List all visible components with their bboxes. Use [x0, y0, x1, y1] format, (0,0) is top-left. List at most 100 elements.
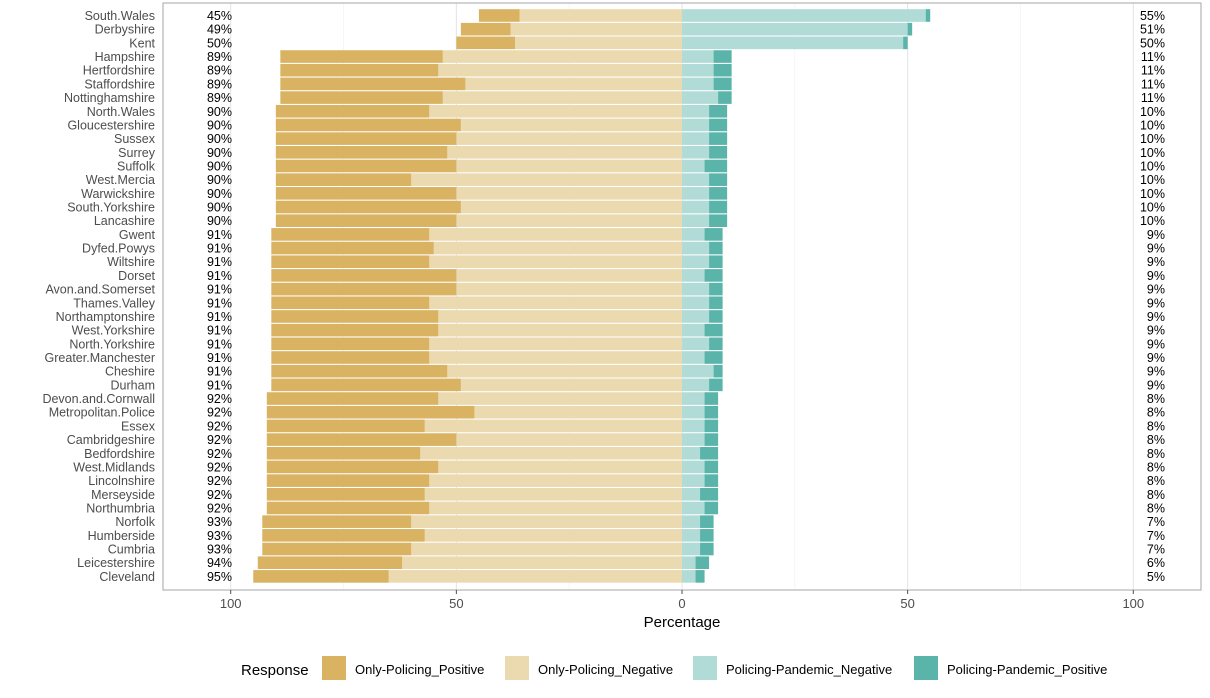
- bar-policing-pandemic-negative: [682, 570, 696, 583]
- bar-policing-pandemic-negative: [682, 241, 710, 255]
- left-percent-label: 91%: [207, 255, 232, 269]
- bar-policing-pandemic-negative: [682, 50, 714, 63]
- bar-policing-pandemic-positive: [709, 241, 723, 255]
- bar-policing-pandemic-positive: [704, 501, 719, 515]
- right-percent-label: 8%: [1147, 460, 1165, 474]
- bar-only-policing-positive: [275, 214, 457, 227]
- left-percent-label: 91%: [207, 310, 232, 324]
- right-percent-label: 10%: [1140, 214, 1165, 228]
- bar-only-policing-positive: [280, 63, 439, 77]
- right-percent-label: 10%: [1140, 146, 1165, 160]
- bar-policing-pandemic-negative: [682, 337, 710, 351]
- bar-policing-pandemic-negative: [682, 146, 710, 159]
- category-label: South.Yorkshire: [67, 201, 155, 215]
- bar-policing-pandemic-positive: [713, 50, 732, 63]
- bar-policing-pandemic-positive: [709, 214, 728, 227]
- bar-only-policing-negative: [420, 446, 682, 460]
- bar-policing-pandemic-positive: [709, 132, 728, 145]
- right-percent-label: 6%: [1147, 556, 1165, 570]
- bar-only-policing-positive: [266, 460, 439, 474]
- left-percent-label: 92%: [207, 406, 232, 420]
- bar-only-policing-negative: [438, 460, 682, 474]
- bar-policing-pandemic-positive: [704, 159, 728, 173]
- bar-policing-pandemic-negative: [682, 228, 705, 241]
- bar-only-policing-negative: [519, 9, 682, 22]
- bar-policing-pandemic-positive: [713, 77, 732, 91]
- category-label: Suffolk: [117, 159, 156, 173]
- bar-only-policing-positive: [271, 378, 461, 392]
- bar-only-policing-negative: [424, 419, 682, 433]
- left-percent-label: 50%: [207, 36, 232, 50]
- category-label: Derbyshire: [95, 23, 155, 37]
- bar-policing-pandemic-positive: [709, 187, 728, 200]
- left-percent-label: 92%: [207, 392, 232, 406]
- bar-policing-pandemic-positive: [700, 529, 714, 542]
- bar-policing-pandemic-positive: [704, 269, 723, 282]
- bar-policing-pandemic-negative: [682, 282, 710, 296]
- bar-policing-pandemic-positive: [709, 255, 723, 269]
- bar-policing-pandemic-negative: [682, 501, 705, 515]
- bar-policing-pandemic-negative: [682, 91, 719, 104]
- category-label: Northamptonshire: [56, 310, 155, 324]
- right-percent-label: 55%: [1140, 9, 1165, 23]
- bar-only-policing-positive: [271, 310, 439, 323]
- bar-policing-pandemic-positive: [709, 310, 723, 323]
- bar-only-policing-positive: [253, 570, 389, 583]
- bar-policing-pandemic-negative: [682, 515, 701, 528]
- category-label: Warwickshire: [81, 187, 155, 201]
- bar-policing-pandemic-negative: [682, 460, 705, 474]
- left-percent-label: 89%: [207, 91, 232, 105]
- x-axis-title: Percentage: [644, 614, 721, 631]
- bar-policing-pandemic-positive: [704, 228, 723, 241]
- bar-policing-pandemic-negative: [682, 118, 710, 132]
- bar-policing-pandemic-positive: [704, 433, 719, 446]
- bar-only-policing-negative: [429, 255, 682, 269]
- category-label: Cumbria: [108, 543, 155, 557]
- bar-only-policing-negative: [447, 146, 682, 159]
- right-percent-label: 11%: [1141, 91, 1165, 105]
- bar-policing-pandemic-negative: [682, 9, 926, 22]
- bar-only-policing-negative: [510, 22, 682, 36]
- right-percent-label: 8%: [1147, 488, 1165, 502]
- bar-only-policing-positive: [266, 474, 430, 487]
- right-percent-label: 10%: [1140, 105, 1165, 119]
- category-label: Northumbria: [86, 501, 155, 515]
- bar-policing-pandemic-positive: [704, 460, 719, 474]
- right-percent-label: 9%: [1147, 337, 1165, 351]
- bar-only-policing-negative: [465, 77, 682, 91]
- left-percent-label: 91%: [207, 365, 232, 379]
- right-percent-label: 51%: [1140, 23, 1165, 37]
- left-percent-label: 90%: [207, 159, 232, 173]
- right-percent-label: 10%: [1140, 132, 1165, 146]
- left-percent-label: 90%: [207, 118, 232, 132]
- right-percent-label: 8%: [1147, 406, 1165, 420]
- right-percent-label: 9%: [1147, 283, 1165, 297]
- right-percent-label: 9%: [1147, 296, 1165, 310]
- bar-policing-pandemic-positive: [709, 173, 728, 186]
- bar-policing-pandemic-negative: [682, 433, 705, 446]
- bar-policing-pandemic-positive: [704, 351, 723, 364]
- left-percent-label: 89%: [207, 64, 232, 78]
- category-label: Dyfed.Powys: [82, 242, 155, 256]
- bar-only-policing-negative: [460, 118, 682, 132]
- bar-policing-pandemic-negative: [682, 159, 705, 173]
- bar-only-policing-negative: [429, 228, 682, 241]
- category-label: Hertfordshire: [83, 64, 155, 78]
- left-percent-label: 92%: [207, 474, 232, 488]
- bar-policing-pandemic-negative: [682, 63, 714, 77]
- bar-only-policing-positive: [271, 269, 457, 282]
- right-percent-label: 8%: [1147, 501, 1165, 515]
- category-label: Hampshire: [95, 50, 155, 64]
- bar-policing-pandemic-negative: [682, 378, 710, 392]
- right-percent-label: 9%: [1147, 228, 1165, 242]
- left-percent-label: 91%: [207, 351, 232, 365]
- right-percent-label: 8%: [1147, 447, 1165, 461]
- category-label: Gwent: [119, 228, 156, 242]
- category-label: South.Wales: [85, 9, 155, 23]
- bar-policing-pandemic-negative: [682, 474, 705, 487]
- bar-only-policing-positive: [266, 433, 457, 446]
- bar-only-policing-negative: [402, 556, 682, 569]
- bar-only-policing-negative: [438, 323, 682, 337]
- right-percent-label: 5%: [1147, 570, 1165, 584]
